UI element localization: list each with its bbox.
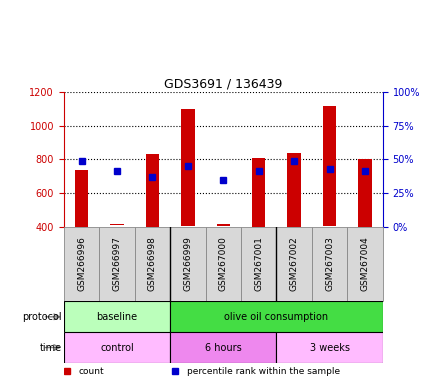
Text: time: time [40,343,62,353]
Bar [146,154,159,227]
Bar [64,301,170,332]
Text: baseline: baseline [96,312,138,322]
Bar [205,227,241,301]
Text: protocol: protocol [22,312,62,322]
Bar [64,332,170,363]
Bar [181,109,194,226]
Bar [323,106,336,226]
Bar [358,159,372,227]
Bar [276,332,383,363]
Bar [170,332,276,363]
Text: GSM266998: GSM266998 [148,237,157,291]
Text: count: count [78,367,104,376]
Bar [287,152,301,227]
Text: GSM267001: GSM267001 [254,237,263,291]
Bar [241,227,276,301]
Bar [276,227,312,301]
Bar [347,227,383,301]
Bar [110,224,124,225]
Text: GSM266997: GSM266997 [113,237,121,291]
Text: percentile rank within the sample: percentile rank within the sample [187,367,340,376]
Text: 6 hours: 6 hours [205,343,242,353]
Text: GSM267004: GSM267004 [360,237,370,291]
Text: GSM266996: GSM266996 [77,237,86,291]
Text: control: control [100,343,134,353]
Text: GSM267003: GSM267003 [325,237,334,291]
Bar [135,227,170,301]
Title: GDS3691 / 136439: GDS3691 / 136439 [164,78,282,91]
Bar [75,170,88,227]
Text: GSM266999: GSM266999 [183,237,192,291]
Bar [64,227,99,301]
Text: GSM267000: GSM267000 [219,237,228,291]
Bar [312,227,347,301]
Bar [170,227,205,301]
Bar [170,301,383,332]
Text: GSM267002: GSM267002 [290,237,299,291]
Bar [252,158,265,227]
Bar [99,227,135,301]
Text: olive oil consumption: olive oil consumption [224,312,329,322]
Bar [216,224,230,226]
Text: 3 weeks: 3 weeks [310,343,350,353]
